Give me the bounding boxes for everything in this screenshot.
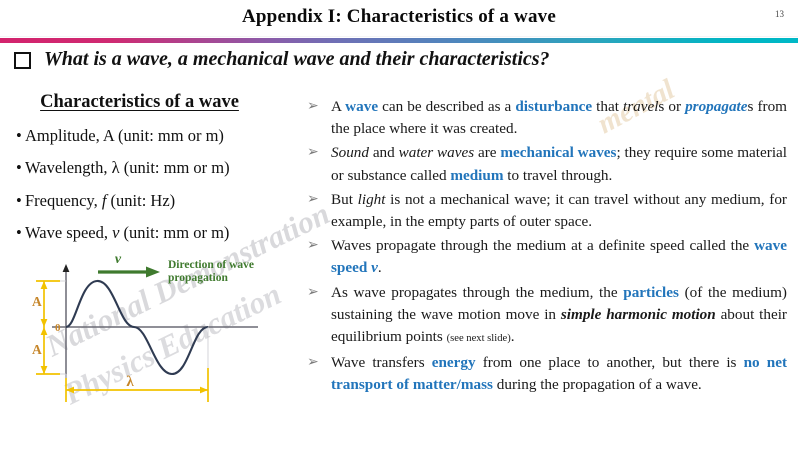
header-hairline [0, 36, 798, 37]
hollow-square-bullet-icon [14, 52, 31, 69]
arrow-bullet-icon: ➢ [307, 283, 319, 300]
text-run: s or [658, 98, 686, 115]
text-run: water waves [398, 144, 475, 162]
text-run: A [331, 98, 346, 115]
left-column: Characteristics of a wave • Amplitude, A … [16, 92, 286, 243]
text-run: from one place to another, but there is [475, 354, 744, 372]
text-run: energy [431, 354, 476, 372]
bullet-light-not-mechanical: ➢ But light is not a mechanical wave; it … [305, 189, 787, 233]
origin-label: 0 [55, 322, 61, 334]
characteristics-heading: Characteristics of a wave [40, 92, 239, 112]
text-run: But [331, 190, 358, 208]
bullet-wave-definition: ➢ A wave can be described as a disturbanc… [305, 96, 787, 140]
text-run: As wave propagates through the medium, t… [331, 283, 624, 301]
bullet-dot-icon: • [16, 223, 22, 242]
text-run: during the propagation of a wave. [492, 376, 702, 394]
text-run: about their equilibrium points [331, 305, 787, 346]
arrow-bullet-icon: ➢ [307, 237, 319, 254]
right-column: ➢ A wave can be described as a disturbanc… [305, 96, 787, 399]
text-run: no net transport of matter/mass [331, 354, 787, 394]
arrow-bullet-icon: ➢ [307, 190, 319, 207]
text-run: wave speed [331, 237, 787, 277]
amplitude-label-bottom: A [32, 342, 42, 357]
text-run: v [371, 259, 378, 277]
arrow-bullet-icon: ➢ [307, 354, 319, 371]
characteristic-item: • Wave speed, v (unit: mm or m) [16, 223, 230, 242]
bullet-dot-icon: • [16, 158, 22, 177]
figure-speed-symbol: v [115, 252, 122, 267]
propagation-arrow-icon [98, 266, 160, 278]
sine-wave-diagram: v Direction of wave propagation [22, 250, 292, 415]
sine-curve [65, 279, 209, 376]
characteristic-item: • Frequency, f (unit: Hz) [16, 190, 176, 210]
text-run: . [510, 328, 515, 346]
wave-figure-svg: v Direction of wave propagation [32, 252, 258, 402]
page-number: 13 [775, 9, 784, 19]
wavelength-label: λ [126, 374, 134, 390]
y-axis-arrowhead [62, 264, 70, 272]
text-run: and [368, 144, 399, 162]
text-run: propagate [685, 98, 748, 115]
subtitle-text: What is a wave, a mechanical wave and th… [44, 48, 550, 70]
figure-direction-label-line1: Direction of wave [168, 259, 254, 271]
subtitle-row: What is a wave, a mechanical wave and th… [14, 48, 550, 71]
arrow-bullet-icon: ➢ [307, 98, 319, 114]
wavelength-dimension [65, 368, 209, 402]
text-run: (see next slide) [446, 333, 511, 345]
text-run: Wave transfers [331, 354, 432, 372]
symbol: v [112, 223, 120, 242]
arrow-bullet-icon: ➢ [307, 144, 319, 161]
text-run: travel [622, 98, 659, 115]
text-run: Waves propagate through the medium at a … [331, 237, 755, 255]
text-run: s from the place where it was created. [331, 98, 787, 138]
text-run: . [377, 259, 382, 277]
bullet-dot-icon: • [16, 190, 22, 210]
text-run: mechanical waves [500, 144, 617, 162]
text-run: that [592, 98, 623, 115]
text-run: simple harmonic motion [560, 305, 716, 323]
characteristics-list: • Amplitude, A (unit: mm or m) • Wavelength… [16, 126, 286, 244]
characteristic-item: • Wavelength, λ (unit: mm or m) [16, 158, 230, 177]
text-run: medium [450, 166, 504, 184]
bullet-energy-transfer: ➢ Wave transfers energy from one place to… [305, 352, 787, 396]
amplitude-label-top: A [32, 294, 42, 309]
text-run: to travel through. [503, 166, 613, 184]
text-run: light [357, 190, 386, 208]
header-gradient-bar [0, 38, 798, 43]
text-run: ; they require some material or substanc… [331, 144, 787, 184]
text-run: disturbance [515, 98, 593, 115]
text-run: can be described as a [378, 98, 516, 115]
bullet-particles-shm: ➢ As wave propagates through the medium, … [305, 282, 787, 351]
page-title: Appendix I: Characteristics of a wave [241, 6, 556, 27]
text-run: (of the medium) sustaining the wave moti… [331, 283, 787, 323]
figure-direction-label-line2: propagation [168, 272, 228, 284]
characteristic-item: • Amplitude, A (unit: mm or m) [16, 125, 224, 145]
bullet-wave-speed: ➢ Waves propagate through the medium at a… [305, 235, 787, 279]
bullet-mechanical-waves: ➢ Sound and water waves are mechanical w… [305, 142, 787, 186]
text-run: is not a mechanical wave; it can travel … [331, 190, 787, 231]
bullet-dot-icon: • [16, 125, 22, 145]
text-run: Sound [331, 144, 369, 162]
text-run: particles [623, 283, 679, 301]
text-run: are [474, 144, 501, 162]
symbol: f [101, 190, 107, 210]
text-run: wave [345, 98, 379, 115]
